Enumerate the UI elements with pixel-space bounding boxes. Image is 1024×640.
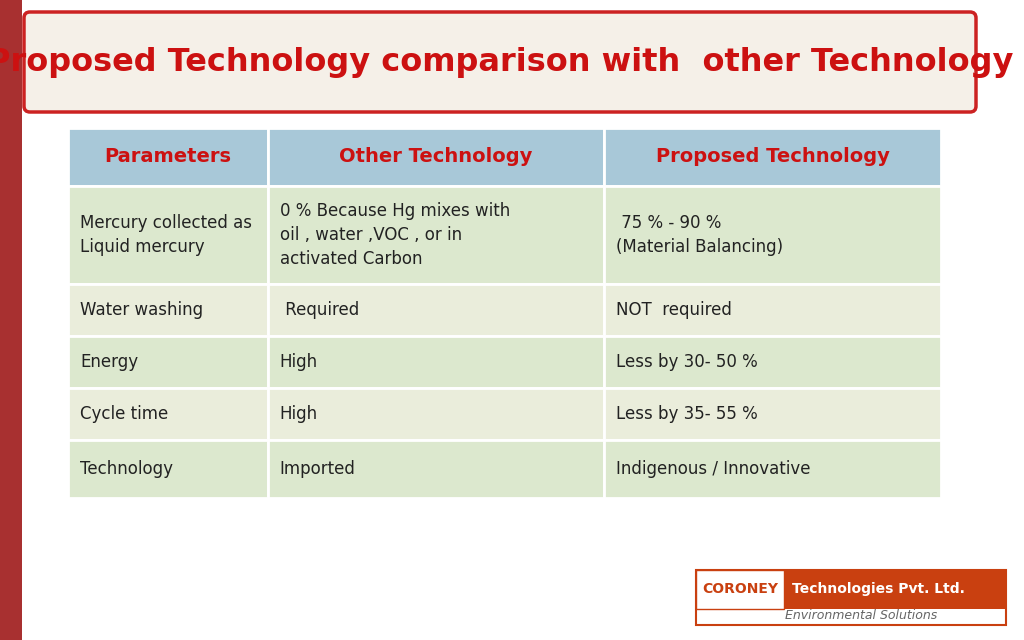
Bar: [696, 570, 784, 609]
Bar: [696, 570, 1006, 625]
Text: 75 % - 90 %
(Material Balancing): 75 % - 90 % (Material Balancing): [616, 214, 783, 256]
Text: Water washing: Water washing: [80, 301, 203, 319]
Text: High: High: [280, 353, 317, 371]
Bar: [784, 570, 1006, 609]
Bar: [68, 388, 268, 440]
Text: 0 % Because Hg mixes with
oil , water ,VOC , or in
activated Carbon: 0 % Because Hg mixes with oil , water ,V…: [280, 202, 510, 268]
Bar: [68, 336, 268, 388]
Text: Proposed Technology: Proposed Technology: [655, 147, 890, 166]
Bar: [604, 336, 941, 388]
Text: CORONEY: CORONEY: [702, 582, 778, 596]
Bar: [268, 440, 604, 498]
Text: Technology: Technology: [80, 460, 173, 478]
Bar: [604, 388, 941, 440]
Bar: [268, 186, 604, 284]
Bar: [604, 186, 941, 284]
Text: Cycle time: Cycle time: [80, 405, 168, 423]
Bar: [604, 440, 941, 498]
Text: Parameters: Parameters: [104, 147, 231, 166]
Text: Required: Required: [280, 301, 359, 319]
Text: NOT  required: NOT required: [616, 301, 732, 319]
Text: Technologies Pvt. Ltd.: Technologies Pvt. Ltd.: [792, 582, 965, 596]
FancyBboxPatch shape: [24, 12, 976, 112]
Bar: [268, 284, 604, 336]
Bar: [268, 336, 604, 388]
Text: Environmental Solutions: Environmental Solutions: [784, 609, 937, 621]
Text: Imported: Imported: [280, 460, 355, 478]
Text: Proposed Technology comparison with  other Technology: Proposed Technology comparison with othe…: [0, 47, 1013, 77]
Text: Less by 30- 50 %: Less by 30- 50 %: [616, 353, 758, 371]
Text: High: High: [280, 405, 317, 423]
Text: Mercury collected as
Liquid mercury: Mercury collected as Liquid mercury: [80, 214, 252, 256]
Bar: [68, 186, 268, 284]
Bar: [68, 440, 268, 498]
Text: Other Technology: Other Technology: [339, 147, 532, 166]
Bar: [604, 284, 941, 336]
Text: Indigenous / Innovative: Indigenous / Innovative: [616, 460, 811, 478]
Bar: [68, 284, 268, 336]
Bar: [68, 128, 268, 186]
Bar: [268, 128, 604, 186]
Bar: [604, 128, 941, 186]
Bar: [268, 388, 604, 440]
Text: Energy: Energy: [80, 353, 138, 371]
Text: Less by 35- 55 %: Less by 35- 55 %: [616, 405, 758, 423]
Bar: [0, 0, 22, 640]
